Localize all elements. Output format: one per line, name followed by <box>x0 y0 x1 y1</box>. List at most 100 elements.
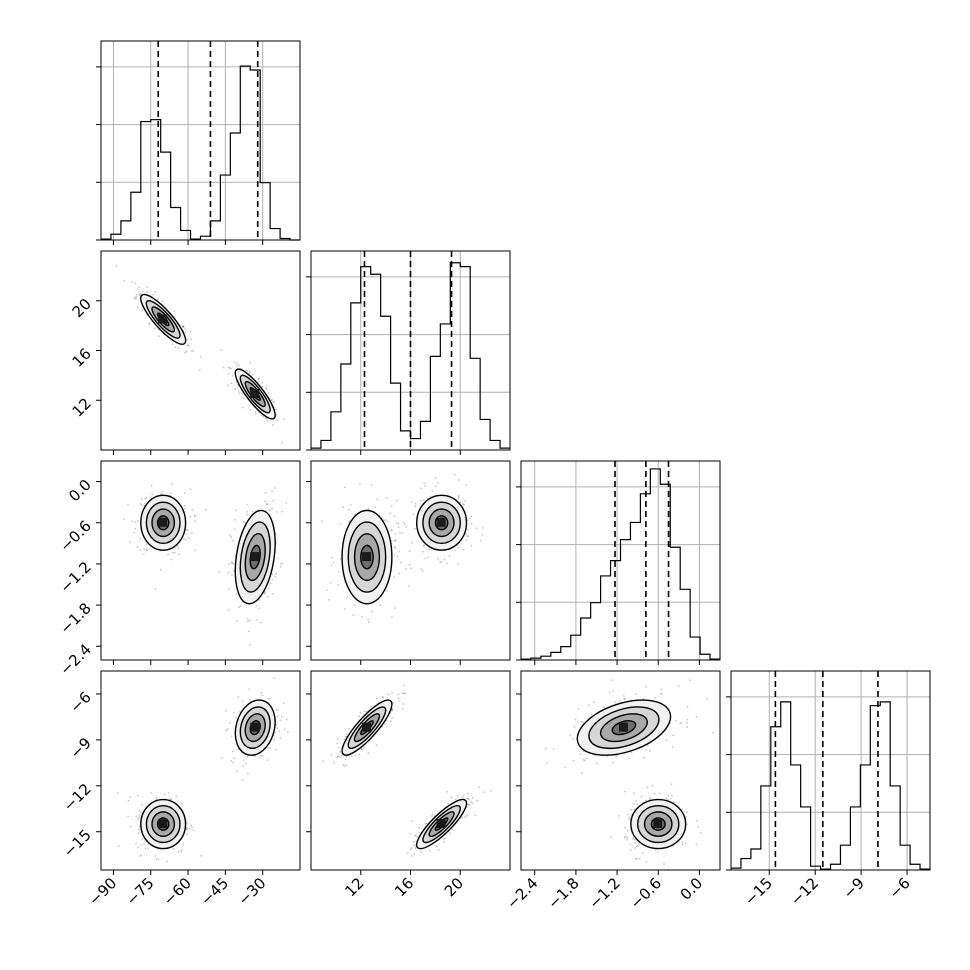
scatter-point <box>427 556 429 559</box>
scatter-point <box>359 711 362 714</box>
scatter-point <box>276 727 279 729</box>
scatter-point <box>344 758 347 761</box>
scatter-point <box>137 818 139 820</box>
scatter-point <box>440 561 443 563</box>
scatter-point <box>468 798 470 801</box>
scatter-point <box>428 548 430 551</box>
scatter-point <box>672 734 675 737</box>
scatter-point <box>420 499 422 502</box>
scatter-point <box>336 756 339 759</box>
scatter-point <box>340 754 343 757</box>
scatter-point <box>376 498 379 501</box>
scatter-point <box>186 344 189 347</box>
scatter-point <box>463 504 465 506</box>
scatter-point <box>648 798 651 800</box>
scatter-point <box>144 502 146 505</box>
scatter-point <box>375 744 378 746</box>
scatter-point <box>176 545 179 548</box>
scatter-point <box>140 293 142 295</box>
panel-2-0: −2.4−1.8−1.2−0.6 0.0 <box>56 460 301 679</box>
scatter-point <box>265 386 267 388</box>
scatter-point <box>699 831 702 834</box>
density-peak <box>653 819 663 829</box>
scatter-point <box>255 604 258 607</box>
scatter-point <box>258 607 261 610</box>
scatter-point <box>238 364 240 366</box>
scatter-point <box>349 503 352 506</box>
scatter-point <box>379 603 381 606</box>
scatter-point <box>169 492 172 495</box>
scatter-point <box>386 520 389 523</box>
scatter-point <box>466 792 469 795</box>
scatter-point <box>443 837 445 840</box>
scatter-point <box>444 837 447 840</box>
panel-frame <box>730 670 931 871</box>
scatter-point <box>490 789 492 792</box>
scatter-point <box>337 755 340 758</box>
scatter-point <box>468 803 471 806</box>
scatter-point <box>287 731 289 733</box>
scatter-point <box>200 854 203 857</box>
scatter-point <box>420 487 422 490</box>
scatter-point <box>269 510 272 512</box>
scatter-point <box>397 526 400 528</box>
scatter-point <box>629 843 632 846</box>
scatter-point <box>635 800 637 802</box>
scatter-point <box>581 772 584 775</box>
scatter-point <box>266 419 268 422</box>
scatter-point <box>192 350 195 352</box>
scatter-point <box>230 735 233 738</box>
scatter-point <box>634 841 637 844</box>
scatter-point <box>401 707 404 710</box>
scatter-point <box>145 543 148 546</box>
scatter-point <box>171 343 174 346</box>
scatter-point <box>226 728 229 730</box>
scatter-point <box>141 498 143 500</box>
scatter-point <box>230 536 233 538</box>
scatter-point <box>681 841 684 843</box>
scatter-point <box>141 803 144 806</box>
scatter-point <box>245 762 248 765</box>
scatter-point <box>249 361 251 364</box>
scatter-point <box>186 529 189 531</box>
scatter-point <box>348 728 350 730</box>
panel-frame <box>100 460 301 661</box>
scatter-point <box>285 502 288 504</box>
scatter-point <box>159 568 162 571</box>
scatter-point <box>360 615 363 618</box>
scatter-point <box>624 835 627 838</box>
scatter-point <box>640 795 643 798</box>
scatter-point <box>246 617 249 620</box>
scatter-point <box>391 616 393 618</box>
scatter-point <box>233 569 236 572</box>
scatter-point <box>230 760 233 762</box>
scatter-point <box>139 294 141 297</box>
scatter-point <box>229 534 232 537</box>
scatter-point <box>249 370 251 373</box>
scatter-point <box>127 799 130 802</box>
scatter-point <box>271 507 273 510</box>
scatter-point <box>426 497 429 500</box>
scatter-point <box>467 797 469 800</box>
scatter-point <box>439 561 441 563</box>
scatter-point <box>227 366 230 369</box>
scatter-point <box>166 860 169 863</box>
scatter-point <box>115 265 118 268</box>
scatter-point <box>411 820 413 823</box>
scatter-point <box>331 556 333 559</box>
scatter-point <box>272 424 274 426</box>
panel-frame <box>100 250 301 451</box>
scatter-point <box>227 571 230 574</box>
scatter-point <box>183 492 186 495</box>
scatter-point <box>437 557 439 560</box>
scatter-point <box>390 720 392 723</box>
scatter-point <box>633 808 636 811</box>
scatter-point <box>582 758 585 761</box>
scatter-point <box>182 326 185 328</box>
scatter-point <box>231 562 233 564</box>
histogram-step-3 <box>731 701 930 870</box>
scatter-point <box>237 696 240 698</box>
scatter-point <box>267 392 270 394</box>
scatter-point <box>231 574 233 576</box>
